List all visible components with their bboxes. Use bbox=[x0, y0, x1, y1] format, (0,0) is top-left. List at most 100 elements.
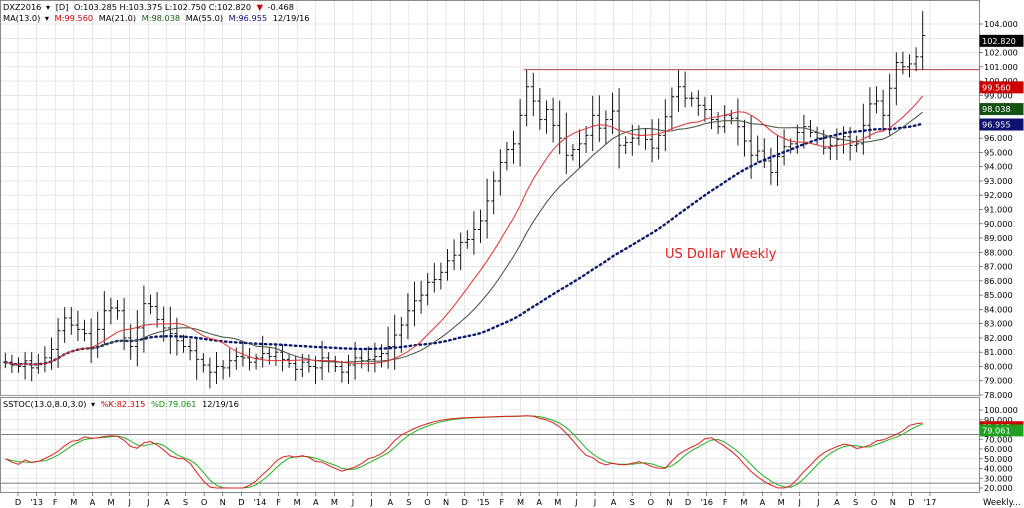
time-tick-label: J bbox=[351, 497, 354, 507]
time-tick-label: M bbox=[331, 497, 338, 507]
ohlc-bar bbox=[742, 119, 747, 157]
ohlc-bar bbox=[478, 209, 483, 243]
time-tick-label: M bbox=[108, 497, 115, 507]
price-tick-label: 84.000 bbox=[984, 304, 1013, 314]
price-tick-label: 82.000 bbox=[984, 333, 1013, 343]
time-tick-label: '15 bbox=[477, 497, 490, 507]
ohlc-bar bbox=[577, 129, 582, 169]
time-tick-label: D bbox=[908, 497, 914, 507]
stoch-tick-label: 40.000 bbox=[984, 464, 1013, 474]
time-tick-label: N bbox=[666, 497, 672, 507]
stoch-levels bbox=[1, 433, 979, 484]
time-tick-label: M bbox=[517, 497, 524, 507]
ma13-title: MA(13.0) bbox=[3, 13, 40, 23]
ohlc-bar bbox=[359, 348, 365, 369]
time-tick-label: A bbox=[387, 497, 393, 507]
ohlc-bar bbox=[385, 326, 391, 369]
ohlc-bar bbox=[781, 129, 787, 166]
ma-date: 12/19/16 bbox=[273, 13, 310, 23]
stoch-tick-label: 100.000 bbox=[984, 405, 1018, 415]
last-price-badge-box bbox=[979, 34, 1024, 47]
time-tick-label: M bbox=[70, 497, 77, 507]
ohlc-bar bbox=[121, 297, 127, 351]
time-tick-label: M bbox=[740, 497, 747, 507]
time-tick-label: J bbox=[798, 497, 801, 507]
ma-dropdown-icon: ▾ bbox=[45, 13, 50, 23]
ma55-badge: 96.955 bbox=[982, 120, 1011, 130]
ohlc-bar bbox=[880, 89, 886, 132]
time-tick-label: D bbox=[462, 497, 468, 507]
ohlc-bar bbox=[874, 86, 879, 114]
ohlc-bar bbox=[550, 97, 556, 143]
ohlc-bar bbox=[451, 239, 457, 271]
ohlc-bar bbox=[148, 294, 153, 315]
price-tick-label: 95.000 bbox=[984, 147, 1013, 157]
ohlc-bar bbox=[181, 334, 186, 353]
ohlc-bar bbox=[893, 52, 899, 106]
ohlc-bar bbox=[715, 112, 721, 134]
ohlc-bar bbox=[662, 99, 668, 152]
ma55-badge-box bbox=[979, 118, 1024, 131]
stoch-d-value: %D:79.061 bbox=[151, 399, 197, 409]
time-tick-label: N bbox=[890, 497, 896, 507]
stoch-tick-label: 30.000 bbox=[984, 473, 1013, 483]
ohlc-bar bbox=[735, 98, 741, 146]
time-tick-label: J bbox=[574, 497, 577, 507]
ohlc-bar bbox=[920, 11, 926, 70]
price-tick-label: 93.000 bbox=[984, 176, 1013, 186]
last-price-badge: 102.820 bbox=[982, 36, 1016, 46]
stoch-k-line bbox=[5, 415, 923, 489]
stoch-axis: 20.00030.00040.00050.00060.00070.00080.0… bbox=[979, 405, 1018, 493]
price-axis: 78.000 79.000 80.000 81.000 82.000 83.000 84.0… bbox=[979, 19, 1018, 400]
price-header: DXZ2016 ▾ [D] O:103.285 H:103.375 L:102.… bbox=[3, 2, 294, 12]
ohlc-bar bbox=[207, 357, 213, 389]
time-tick-label: F bbox=[276, 497, 281, 507]
ohlc-bar bbox=[827, 137, 833, 161]
ohlc-bar bbox=[68, 306, 74, 335]
ma55-title: MA(55.0) bbox=[186, 13, 223, 23]
time-tick-label: A bbox=[760, 497, 766, 507]
time-tick-label: N bbox=[220, 497, 226, 507]
stoch-tick-label: 20.000 bbox=[984, 483, 1013, 493]
time-tick-label: S bbox=[183, 497, 188, 507]
ohlc-bar bbox=[491, 171, 497, 215]
ma21-line bbox=[5, 111, 924, 366]
time-tick-label: J bbox=[369, 497, 372, 507]
ohlc-bar bbox=[200, 353, 206, 373]
stoch-d-badge: 79.061 bbox=[982, 425, 1011, 435]
ohlc-bar bbox=[801, 114, 807, 149]
ohlc-bar bbox=[306, 354, 312, 373]
ohlc-bar bbox=[55, 318, 61, 368]
ma21-title: MA(21.0) bbox=[99, 13, 136, 23]
time-tick-label: D bbox=[685, 497, 691, 507]
ohlc-bar bbox=[458, 232, 464, 271]
ohlc-bar bbox=[748, 115, 754, 179]
weekly-label[interactable]: Weekly... bbox=[983, 498, 1021, 508]
time-tick-label: A bbox=[834, 497, 840, 507]
ohlc-bar bbox=[517, 99, 523, 167]
price-pane: 78.000 79.000 80.000 81.000 82.000 83.000 84.0… bbox=[0, 0, 1024, 400]
ohlc-bar bbox=[524, 70, 530, 127]
ohlc-bar bbox=[431, 262, 437, 293]
stoch-tick-label: 50.000 bbox=[984, 454, 1013, 464]
ohlc-bar bbox=[425, 273, 431, 306]
ohlc-bar bbox=[49, 337, 54, 370]
ohlc-bar bbox=[82, 319, 87, 342]
ohlc-bar bbox=[583, 126, 589, 153]
ohlc-bar bbox=[227, 348, 233, 378]
ohlc-bar bbox=[339, 360, 345, 383]
ohlc-bar bbox=[471, 211, 477, 255]
time-tick-label: S bbox=[406, 497, 411, 507]
ohlc-bar bbox=[728, 109, 734, 125]
price-tick-label: 99.000 bbox=[984, 90, 1013, 100]
price-tick-label: 88.000 bbox=[984, 247, 1013, 257]
time-tick-label: J bbox=[127, 497, 130, 507]
time-tick-label: '16 bbox=[700, 497, 713, 507]
ohlc-bar bbox=[134, 310, 140, 367]
ohlc-bar bbox=[62, 307, 68, 343]
ohlc-bars bbox=[2, 11, 926, 389]
price-tick-label: 102.000 bbox=[984, 48, 1018, 58]
price-tick-label: 100.000 bbox=[984, 76, 1018, 86]
interval-label: [D] bbox=[56, 2, 69, 12]
